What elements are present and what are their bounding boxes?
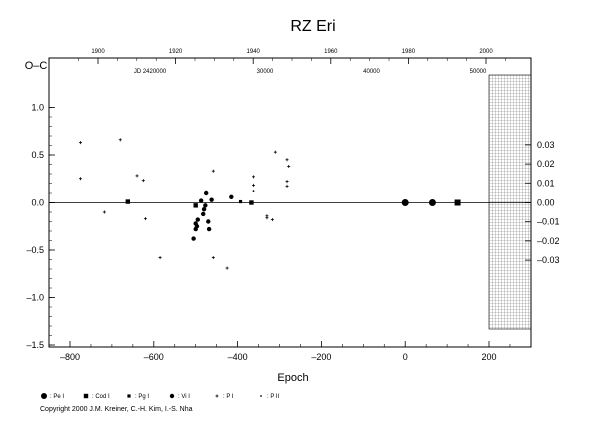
data-point xyxy=(252,190,255,193)
y-right-tick-label: 0.03 xyxy=(537,140,555,150)
data-point xyxy=(125,199,131,204)
data-point xyxy=(252,175,256,179)
legend-label: : P I xyxy=(223,394,234,400)
legend-label: : P II xyxy=(267,394,280,400)
y-right-tick-label: –0.02 xyxy=(537,236,560,246)
data-point xyxy=(273,150,277,154)
y-axis-label: O–C xyxy=(25,60,48,72)
y-right-tick-label: 0.00 xyxy=(537,198,555,208)
jd-tick-label: 30000 xyxy=(257,69,274,75)
data-point xyxy=(158,256,162,260)
data-point xyxy=(285,180,289,184)
data-point xyxy=(206,226,212,232)
y-right-tick-label: –0.03 xyxy=(537,255,560,265)
copyright-text: Copyright 2000 J.M. Kreiner, C.-H. Kim, … xyxy=(40,406,193,413)
data-point xyxy=(193,203,198,208)
legend-label: : Vi I xyxy=(178,394,190,400)
data-point xyxy=(225,266,229,270)
data-point xyxy=(285,158,289,162)
data-point xyxy=(191,236,196,241)
legend-marker xyxy=(83,393,89,399)
data-point xyxy=(203,190,209,196)
x-tick-label: –800 xyxy=(60,352,80,362)
data-point xyxy=(194,224,200,229)
year-tick-label: 1980 xyxy=(402,49,416,55)
data-point xyxy=(211,256,215,260)
legend-marker xyxy=(215,394,219,398)
data-point xyxy=(78,177,82,181)
y-left-tick-label: –1.0 xyxy=(26,293,44,303)
jd-label: JD 2420000 xyxy=(134,69,167,75)
data-point xyxy=(198,198,204,203)
x-tick-label: 200 xyxy=(481,352,496,362)
y-right-tick-label: –0.01 xyxy=(537,217,560,227)
year-tick-label: 1920 xyxy=(169,49,183,55)
data-point xyxy=(285,184,289,188)
data-point xyxy=(78,141,82,145)
data-point xyxy=(238,199,243,204)
legend-label: : Pg I xyxy=(135,394,149,400)
data-point xyxy=(270,218,274,222)
data-point xyxy=(195,217,200,222)
year-tick-label: 1900 xyxy=(91,49,105,55)
data-point xyxy=(211,169,215,173)
x-tick-label: –400 xyxy=(228,352,248,362)
y-left-tick-label: 0.0 xyxy=(31,198,44,208)
data-point xyxy=(265,214,269,218)
data-point xyxy=(401,199,409,206)
data-point xyxy=(201,211,206,217)
data-point xyxy=(252,183,256,187)
y-right-tick-label: 0.01 xyxy=(537,178,555,188)
year-tick-label: 1940 xyxy=(247,49,261,55)
x-tick-label: –200 xyxy=(311,352,331,362)
data-point xyxy=(102,210,106,214)
y-left-tick-label: –1.5 xyxy=(26,340,44,350)
data-point xyxy=(428,199,436,206)
year-tick-label: 2000 xyxy=(479,49,493,55)
legend-label: : Pe I xyxy=(50,394,64,400)
data-point xyxy=(201,206,207,212)
data-point xyxy=(206,219,211,224)
data-point xyxy=(209,197,214,202)
data-point xyxy=(229,194,234,199)
jd-tick-label: 50000 xyxy=(470,69,487,75)
chart-title: RZ Eri xyxy=(290,18,335,35)
y-left-tick-label: –0.5 xyxy=(26,245,44,255)
legend-marker xyxy=(260,395,262,397)
data-point xyxy=(249,200,254,205)
y-right-tick-label: 0.02 xyxy=(537,159,555,169)
future-shaded-region xyxy=(488,74,532,330)
legend-label: : Cod I xyxy=(92,394,110,400)
data-point xyxy=(454,199,461,206)
year-tick-label: 1960 xyxy=(324,49,338,55)
x-tick-label: –600 xyxy=(144,352,164,362)
x-tick-label: 0 xyxy=(403,352,408,362)
data-point xyxy=(141,179,145,183)
jd-tick-label: 40000 xyxy=(363,69,380,75)
data-point xyxy=(135,174,139,178)
legend-marker xyxy=(127,394,131,398)
data-point xyxy=(143,217,147,221)
data-point xyxy=(203,203,208,208)
y-left-tick-label: 0.5 xyxy=(31,150,44,160)
y-left-tick-label: 1.0 xyxy=(31,103,44,113)
data-point xyxy=(118,138,122,142)
legend-marker xyxy=(169,393,175,399)
legend-marker xyxy=(41,393,47,399)
x-axis-label: Epoch xyxy=(277,372,308,384)
data-point xyxy=(287,164,291,168)
